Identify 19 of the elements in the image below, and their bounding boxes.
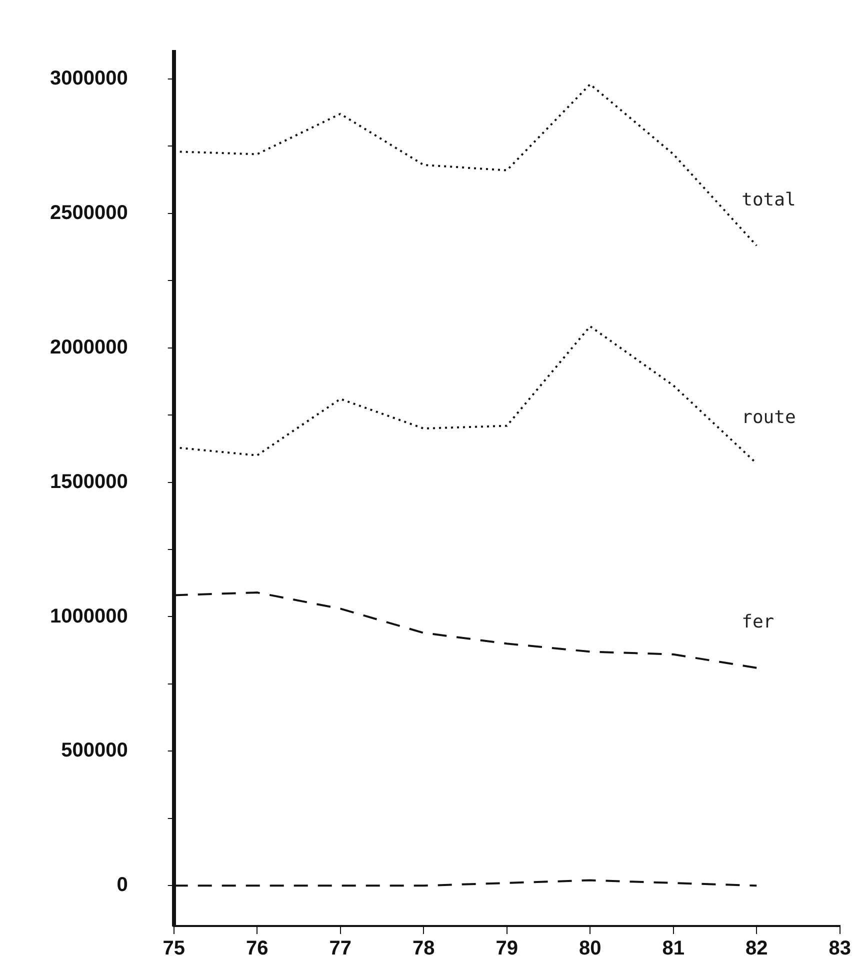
y-tick-label: 2000000 (50, 336, 128, 358)
series-label: fer (742, 612, 774, 633)
series-label: route (742, 407, 796, 428)
x-tick-label: 77 (329, 938, 352, 960)
x-tick-label: 78 (412, 938, 435, 960)
y-tick-label: 3000000 (50, 67, 128, 90)
y-tick-label: 1000000 (50, 605, 128, 628)
x-tick-label: 82 (746, 938, 768, 960)
series-label: total (742, 189, 796, 210)
x-tick-label: 80 (578, 938, 602, 960)
x-tick-label: 81 (662, 938, 684, 960)
x-tick-label: 79 (496, 938, 518, 960)
x-tick-label: 83 (828, 938, 851, 960)
y-tick-label: 2500000 (50, 202, 128, 224)
y-tick-label: 1500000 (50, 470, 128, 493)
x-tick-label: 76 (246, 938, 268, 960)
y-tick-label: 500000 (61, 740, 128, 762)
y-tick-label: 0 (116, 874, 128, 896)
x-tick-label: 75 (162, 938, 185, 960)
